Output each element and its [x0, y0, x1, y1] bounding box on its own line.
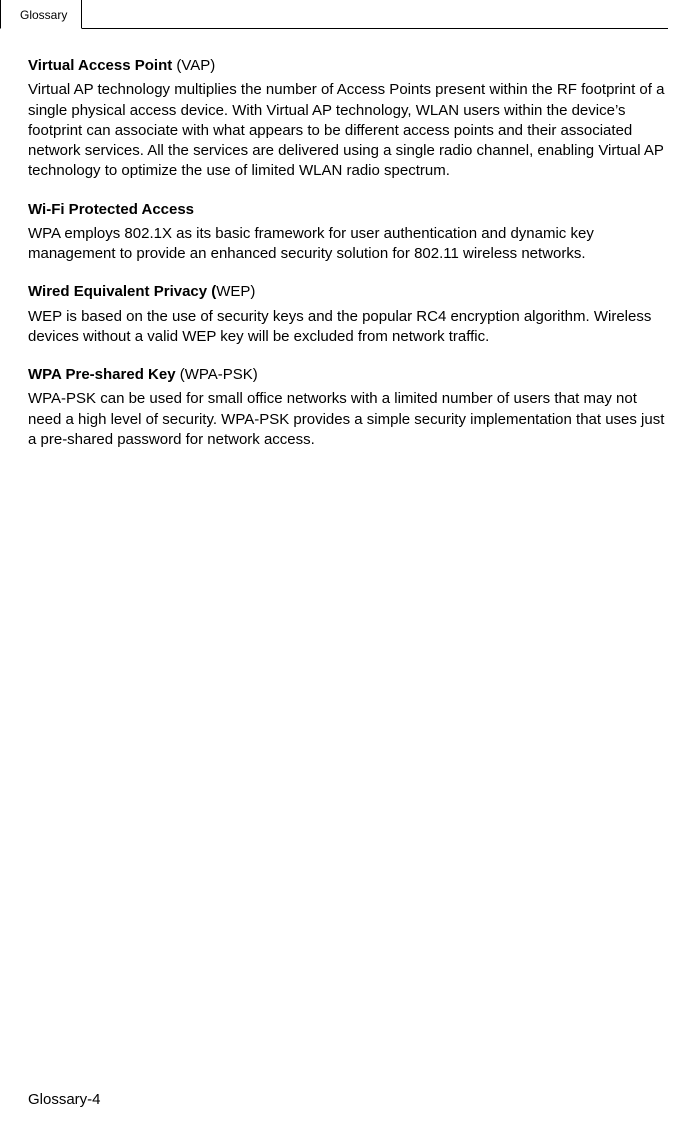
term-bold: WPA Pre-shared Key: [28, 366, 180, 383]
page-footer: Glossary-4: [28, 1091, 101, 1108]
term-line: WPA Pre-shared Key (WPA-PSK): [28, 365, 666, 385]
term-regular: (WPA-PSK): [180, 366, 258, 383]
glossary-entry: WPA Pre-shared Key (WPA-PSK) WPA-PSK can…: [28, 365, 666, 450]
term-line: Virtual Access Point (VAP): [28, 56, 666, 76]
glossary-entry: Virtual Access Point (VAP) Virtual AP te…: [28, 56, 666, 182]
term-bold: Virtual Access Point: [28, 57, 176, 74]
definition-text: WPA-PSK can be used for small office net…: [28, 389, 666, 450]
term-regular: WEP): [216, 283, 255, 300]
glossary-entry: Wired Equivalent Privacy (WEP) WEP is ba…: [28, 282, 666, 347]
definition-text: WEP is based on the use of security keys…: [28, 307, 666, 348]
definition-text: WPA employs 802.1X as its basic framewor…: [28, 224, 666, 265]
glossary-entry: Wi-Fi Protected Access WPA employs 802.1…: [28, 200, 666, 265]
content-area: Virtual Access Point (VAP) Virtual AP te…: [28, 56, 666, 468]
term-line: Wi-Fi Protected Access: [28, 200, 666, 220]
term-bold: Wired Equivalent Privacy (: [28, 283, 216, 300]
page: Glossary Virtual Access Point (VAP) Virt…: [0, 0, 678, 1132]
term-bold: Wi-Fi Protected Access: [28, 201, 194, 218]
header-rule: [10, 0, 668, 29]
term-regular: (VAP): [176, 57, 215, 74]
term-line: Wired Equivalent Privacy (WEP): [28, 282, 666, 302]
definition-text: Virtual AP technology multiplies the num…: [28, 80, 666, 181]
header-label: Glossary: [20, 8, 67, 22]
